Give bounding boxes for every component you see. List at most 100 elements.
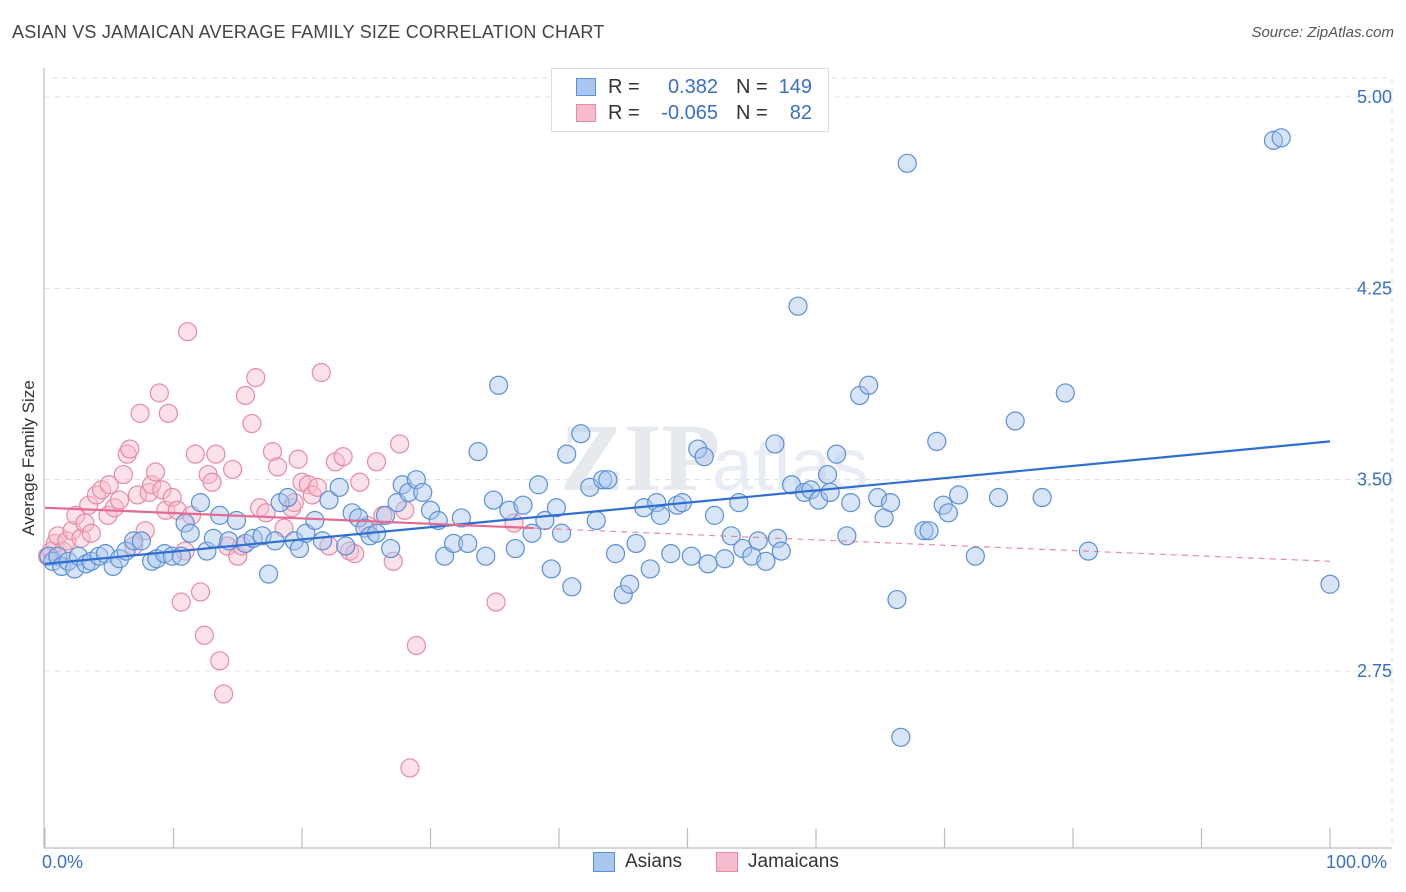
bottom-legend-swatch-asians bbox=[593, 852, 615, 872]
asians-point bbox=[562, 577, 582, 597]
asians-point bbox=[891, 727, 911, 747]
asians-point bbox=[650, 505, 671, 525]
asians-point bbox=[620, 574, 640, 594]
asians-point bbox=[252, 526, 272, 546]
asians-point bbox=[513, 495, 533, 515]
jamaicans-point bbox=[109, 490, 130, 510]
jamaicans-point bbox=[202, 472, 222, 492]
asians-point bbox=[180, 523, 200, 543]
jamaicans-point bbox=[246, 368, 266, 388]
jamaicans-point bbox=[162, 487, 182, 508]
legend-r-label: R = bbox=[608, 75, 640, 98]
asians-point bbox=[688, 439, 708, 459]
jamaicans-point bbox=[214, 684, 234, 704]
jamaicans-point bbox=[390, 434, 410, 454]
asians-point bbox=[278, 487, 298, 508]
asians-point bbox=[468, 442, 488, 462]
jamaicans-point bbox=[81, 523, 101, 543]
asians-point bbox=[868, 487, 888, 508]
asians-point bbox=[312, 531, 333, 551]
asians-point bbox=[546, 498, 567, 518]
asians-point bbox=[483, 490, 504, 510]
asians-point bbox=[965, 546, 985, 566]
asians-point bbox=[381, 538, 401, 559]
jamaicans-point bbox=[242, 413, 262, 434]
jamaicans-point bbox=[350, 472, 370, 492]
asians-point bbox=[859, 375, 879, 395]
jamaicans-point bbox=[400, 758, 420, 778]
asians-point bbox=[988, 487, 1009, 508]
asians-point bbox=[109, 549, 130, 569]
asians-point bbox=[420, 500, 441, 520]
bottom-legend-label-asians: Asians bbox=[625, 851, 683, 872]
asians-point bbox=[557, 444, 577, 464]
asians-point bbox=[640, 559, 660, 579]
asians-point bbox=[319, 490, 339, 510]
asians-point bbox=[476, 546, 496, 566]
jamaicans-point bbox=[117, 444, 137, 464]
jamaicans-point bbox=[145, 462, 166, 482]
bottom-legend-jamaicans: Jamaicans bbox=[716, 851, 839, 873]
asians-point bbox=[598, 470, 618, 490]
asians-point bbox=[938, 503, 958, 523]
asians-point bbox=[914, 521, 934, 541]
asians-point bbox=[131, 531, 151, 551]
asians-point bbox=[817, 464, 838, 485]
jamaicans-point bbox=[99, 475, 119, 495]
asians-point bbox=[586, 510, 606, 531]
axes bbox=[43, 68, 1392, 849]
legend-n-label: N = bbox=[736, 101, 768, 124]
legend-n-value: 149 bbox=[778, 75, 812, 98]
chart-title: ASIAN VS JAMAICAN AVERAGE FAMILY SIZE CO… bbox=[12, 22, 605, 42]
asians-point bbox=[1005, 411, 1025, 431]
asians-point bbox=[698, 554, 718, 574]
jamaicans-point bbox=[395, 500, 415, 520]
asians-point bbox=[48, 546, 68, 566]
jamaicans-point bbox=[206, 444, 226, 464]
asians-point bbox=[715, 549, 735, 569]
jamaicans-point bbox=[142, 475, 162, 495]
asians-point bbox=[1320, 574, 1340, 594]
y-tick-label-2: 4.25 bbox=[1357, 278, 1392, 298]
asians-point bbox=[788, 296, 808, 316]
asians-point bbox=[605, 544, 626, 564]
jamaicans-trendline-dashed bbox=[533, 527, 1331, 562]
jamaicans-point bbox=[282, 498, 302, 518]
legend-r-value: 0.382 bbox=[667, 75, 718, 98]
asians-point bbox=[444, 533, 464, 554]
jamaicans-point bbox=[267, 457, 288, 477]
jamaicans-point bbox=[311, 362, 331, 383]
asians-point bbox=[571, 424, 591, 444]
jamaicans-point bbox=[185, 444, 205, 464]
x-tick-label-max: 100.0% bbox=[1326, 852, 1388, 872]
asians-point bbox=[1032, 487, 1052, 508]
asians-point bbox=[342, 503, 362, 523]
jamaicans-trendline-solid bbox=[44, 506, 534, 530]
jamaicans-point bbox=[235, 385, 256, 406]
asians-point bbox=[694, 447, 714, 467]
legend-swatch-asians bbox=[576, 78, 596, 96]
asians-point bbox=[392, 475, 412, 495]
asians-point bbox=[756, 551, 776, 571]
jamaicans-point bbox=[406, 635, 426, 656]
y-axis-title: Average Family Size bbox=[19, 380, 38, 536]
asians-point bbox=[880, 493, 901, 513]
asians-point bbox=[887, 589, 907, 610]
asians-point bbox=[927, 431, 947, 451]
jamaicans-point bbox=[113, 464, 133, 485]
asians-point bbox=[681, 546, 701, 566]
bottom-legend-label-jamaicans: Jamaicans bbox=[748, 851, 839, 872]
asians-trendline bbox=[44, 440, 1331, 565]
jamaicans-point bbox=[194, 625, 214, 645]
jamaicans-point bbox=[284, 493, 304, 513]
jamaicans-point bbox=[190, 582, 211, 602]
bottom-legend-swatch-jamaicans bbox=[716, 852, 738, 872]
y-tick-label-1: 3.50 bbox=[1357, 470, 1392, 490]
asians-point bbox=[336, 536, 356, 556]
jamaicans-point bbox=[339, 541, 360, 561]
legend-swatch-jamaicans bbox=[576, 104, 596, 122]
asians-point bbox=[661, 544, 681, 564]
asians-point bbox=[505, 538, 525, 559]
jamaicans-point bbox=[86, 485, 107, 505]
